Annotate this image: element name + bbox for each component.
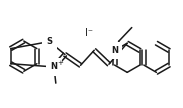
Text: N: N (51, 62, 57, 71)
Text: I⁻: I⁻ (85, 29, 93, 38)
Text: S: S (46, 37, 52, 46)
Text: N: N (111, 46, 118, 55)
Text: +: + (57, 60, 63, 66)
